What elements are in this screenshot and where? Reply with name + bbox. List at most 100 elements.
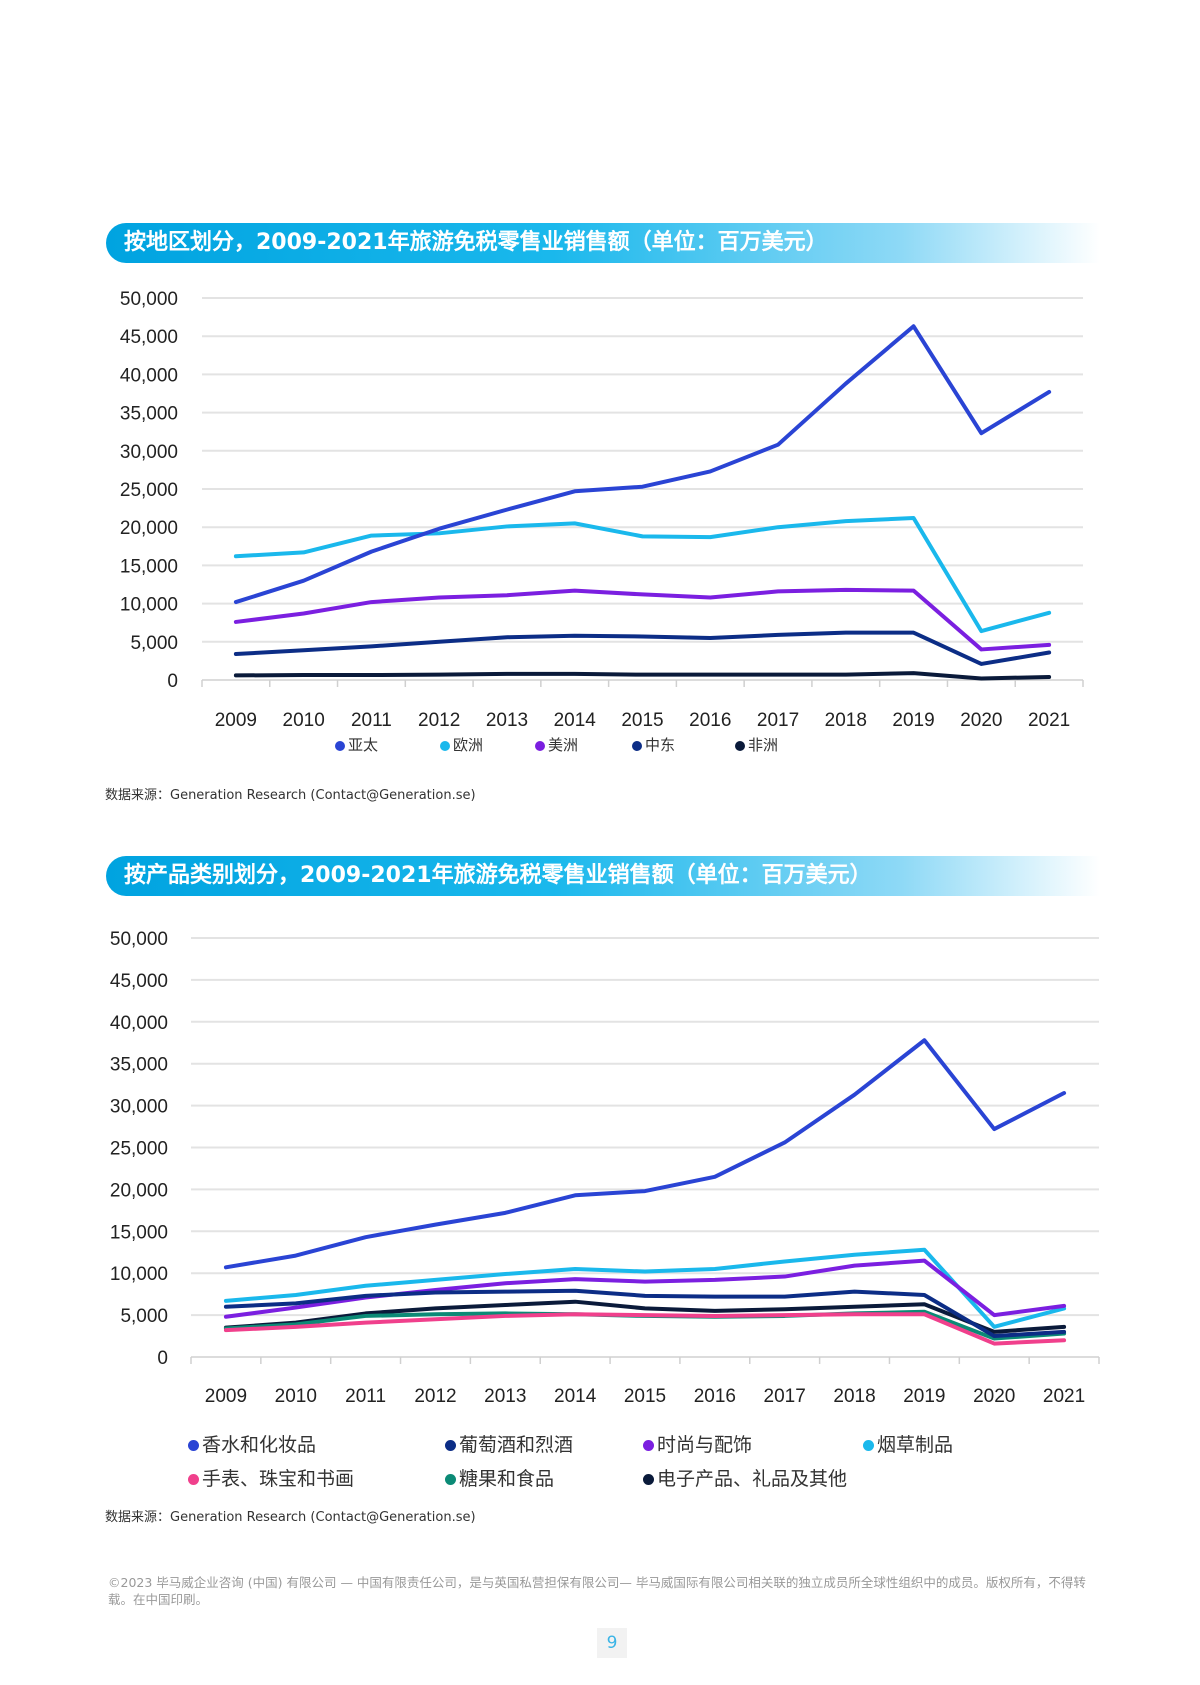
legend-marker-icon bbox=[445, 1440, 456, 1451]
y-tick-label: 50,000 bbox=[120, 289, 178, 310]
x-tick-label: 2020 bbox=[973, 1386, 1015, 1407]
legend-marker-icon bbox=[863, 1440, 874, 1451]
y-tick-label: 45,000 bbox=[120, 327, 178, 348]
y-tick-label: 30,000 bbox=[110, 1097, 168, 1118]
y-tick-label: 25,000 bbox=[110, 1139, 168, 1160]
x-tick-label: 2021 bbox=[1028, 710, 1070, 731]
legend-item: 糖果和食品 bbox=[445, 1464, 554, 1491]
x-tick-label: 2013 bbox=[484, 1386, 526, 1407]
y-tick-label: 30,000 bbox=[120, 442, 178, 463]
x-tick-label: 2016 bbox=[694, 1386, 736, 1407]
legend-item: 手表、珠宝和书画 bbox=[188, 1464, 354, 1491]
legend-marker-icon bbox=[335, 740, 345, 751]
legend-item: 烟草制品 bbox=[863, 1430, 953, 1457]
legend-item: 非洲 bbox=[735, 734, 778, 755]
series-line-香水和化妆品 bbox=[223, 1038, 1067, 1270]
legend-item: 美洲 bbox=[535, 734, 578, 755]
legend-marker-icon bbox=[445, 1474, 456, 1485]
chart-title-region: 按地区划分，2009-2021年旅游免税零售业销售额（单位：百万美元） bbox=[106, 223, 1100, 263]
series-line-亚太 bbox=[233, 324, 1052, 605]
legend-item: 电子产品、礼品及其他 bbox=[643, 1464, 847, 1491]
x-tick-label: 2017 bbox=[757, 710, 799, 731]
x-tick-label: 2009 bbox=[205, 1386, 247, 1407]
legend-label: 手表、珠宝和书画 bbox=[202, 1468, 355, 1490]
y-tick-label: 45,000 bbox=[110, 971, 168, 992]
x-tick-label: 2016 bbox=[689, 710, 731, 731]
series-line-烟草制品 bbox=[223, 1247, 1067, 1329]
series-line-非洲 bbox=[233, 671, 1052, 681]
series-line-电子产品、礼品及其他 bbox=[223, 1299, 1067, 1334]
x-tick-label: 2019 bbox=[892, 710, 934, 731]
legend-item: 香水和化妆品 bbox=[188, 1430, 316, 1457]
legend-marker-icon bbox=[535, 740, 545, 751]
x-tick-label: 2021 bbox=[1043, 1386, 1085, 1407]
category-sales-chart: 0 5,000 10,000 15,000 20,000 25,000 30,000 35,0… bbox=[110, 929, 1100, 1407]
x-tick-label: 2018 bbox=[833, 1386, 875, 1407]
x-tick-label: 2014 bbox=[554, 710, 597, 731]
legend-label: 非洲 bbox=[748, 736, 779, 754]
series-line-中东 bbox=[233, 630, 1052, 666]
y-tick-label: 15,000 bbox=[120, 556, 178, 577]
legend-marker-icon bbox=[735, 740, 745, 751]
legend-label: 糖果和食品 bbox=[459, 1468, 555, 1490]
legend-item: 葡萄酒和烈酒 bbox=[445, 1430, 573, 1457]
y-tick-label: 0 bbox=[167, 671, 178, 692]
x-tick-label: 2017 bbox=[764, 1386, 806, 1407]
x-tick-label: 2020 bbox=[960, 710, 1002, 731]
legend-item: 时尚与配饰 bbox=[643, 1430, 752, 1457]
y-tick-label: 20,000 bbox=[110, 1180, 168, 1201]
y-tick-label: 0 bbox=[157, 1348, 168, 1369]
legend-label: 电子产品、礼品及其他 bbox=[657, 1468, 848, 1490]
y-tick-label: 25,000 bbox=[120, 480, 178, 501]
y-tick-label: 5,000 bbox=[130, 633, 178, 654]
x-tick-label: 2015 bbox=[621, 710, 663, 731]
chart-title-category: 按产品类别划分，2009-2021年旅游免税零售业销售额（单位：百万美元） bbox=[106, 856, 1100, 896]
series-line-美洲 bbox=[233, 587, 1052, 652]
y-tick-label: 35,000 bbox=[110, 1055, 168, 1076]
y-tick-label: 35,000 bbox=[120, 404, 178, 425]
x-tick-label: 2011 bbox=[345, 1386, 386, 1407]
legend-marker-icon bbox=[188, 1440, 199, 1451]
x-tick-label: 2010 bbox=[275, 1386, 317, 1407]
series-line-葡萄酒和烈酒 bbox=[223, 1288, 1067, 1339]
y-tick-label: 40,000 bbox=[120, 365, 178, 386]
x-tick-label: 2013 bbox=[486, 710, 528, 731]
legend-label: 亚太 bbox=[348, 736, 379, 754]
source-note-2: 数据来源：Generation Research (Contact@Genera… bbox=[105, 1510, 476, 1525]
x-tick-label: 2012 bbox=[418, 710, 460, 731]
page-number: 9 bbox=[597, 1628, 627, 1658]
x-tick-label: 2011 bbox=[351, 710, 392, 731]
x-tick-label: 2010 bbox=[283, 710, 325, 731]
x-tick-label: 2014 bbox=[554, 1386, 597, 1407]
legend-label: 葡萄酒和烈酒 bbox=[459, 1434, 574, 1456]
legend-label: 时尚与配饰 bbox=[657, 1434, 753, 1456]
y-tick-label: 10,000 bbox=[120, 595, 178, 616]
x-tick-label: 2012 bbox=[414, 1386, 456, 1407]
y-tick-label: 5,000 bbox=[120, 1306, 168, 1327]
legend-marker-icon bbox=[188, 1474, 199, 1485]
legend-label: 欧洲 bbox=[453, 736, 484, 754]
legend-marker-icon bbox=[643, 1440, 654, 1451]
series-line-欧洲 bbox=[233, 516, 1052, 634]
x-tick-label: 2018 bbox=[825, 710, 867, 731]
x-tick-label: 2015 bbox=[624, 1386, 666, 1407]
y-tick-label: 10,000 bbox=[110, 1264, 168, 1285]
x-tick-label: 2019 bbox=[903, 1386, 945, 1407]
y-tick-label: 50,000 bbox=[110, 929, 168, 950]
y-tick-label: 15,000 bbox=[110, 1222, 168, 1243]
copyright-footer: ©2023 毕马威企业咨询 (中国) 有限公司 — 中国有限责任公司，是与英国私… bbox=[108, 1575, 1086, 1607]
series-line-手表、珠宝和书画 bbox=[223, 1312, 1067, 1346]
legend-marker-icon bbox=[440, 740, 450, 751]
region-sales-chart: 0 5,000 10,000 15,000 20,000 25,000 30,000 35,0… bbox=[120, 289, 1084, 731]
legend-marker-icon bbox=[643, 1474, 654, 1485]
y-tick-label: 40,000 bbox=[110, 1013, 168, 1034]
y-tick-label: 20,000 bbox=[120, 518, 178, 539]
x-tick-label: 2009 bbox=[215, 710, 257, 731]
legend-marker-icon bbox=[632, 740, 642, 751]
source-note-1: 数据来源：Generation Research (Contact@Genera… bbox=[105, 788, 476, 803]
legend-label: 中东 bbox=[645, 736, 676, 754]
legend-item: 亚太 bbox=[335, 734, 378, 755]
legend-label: 香水和化妆品 bbox=[202, 1434, 317, 1456]
legend-label: 美洲 bbox=[548, 736, 579, 754]
